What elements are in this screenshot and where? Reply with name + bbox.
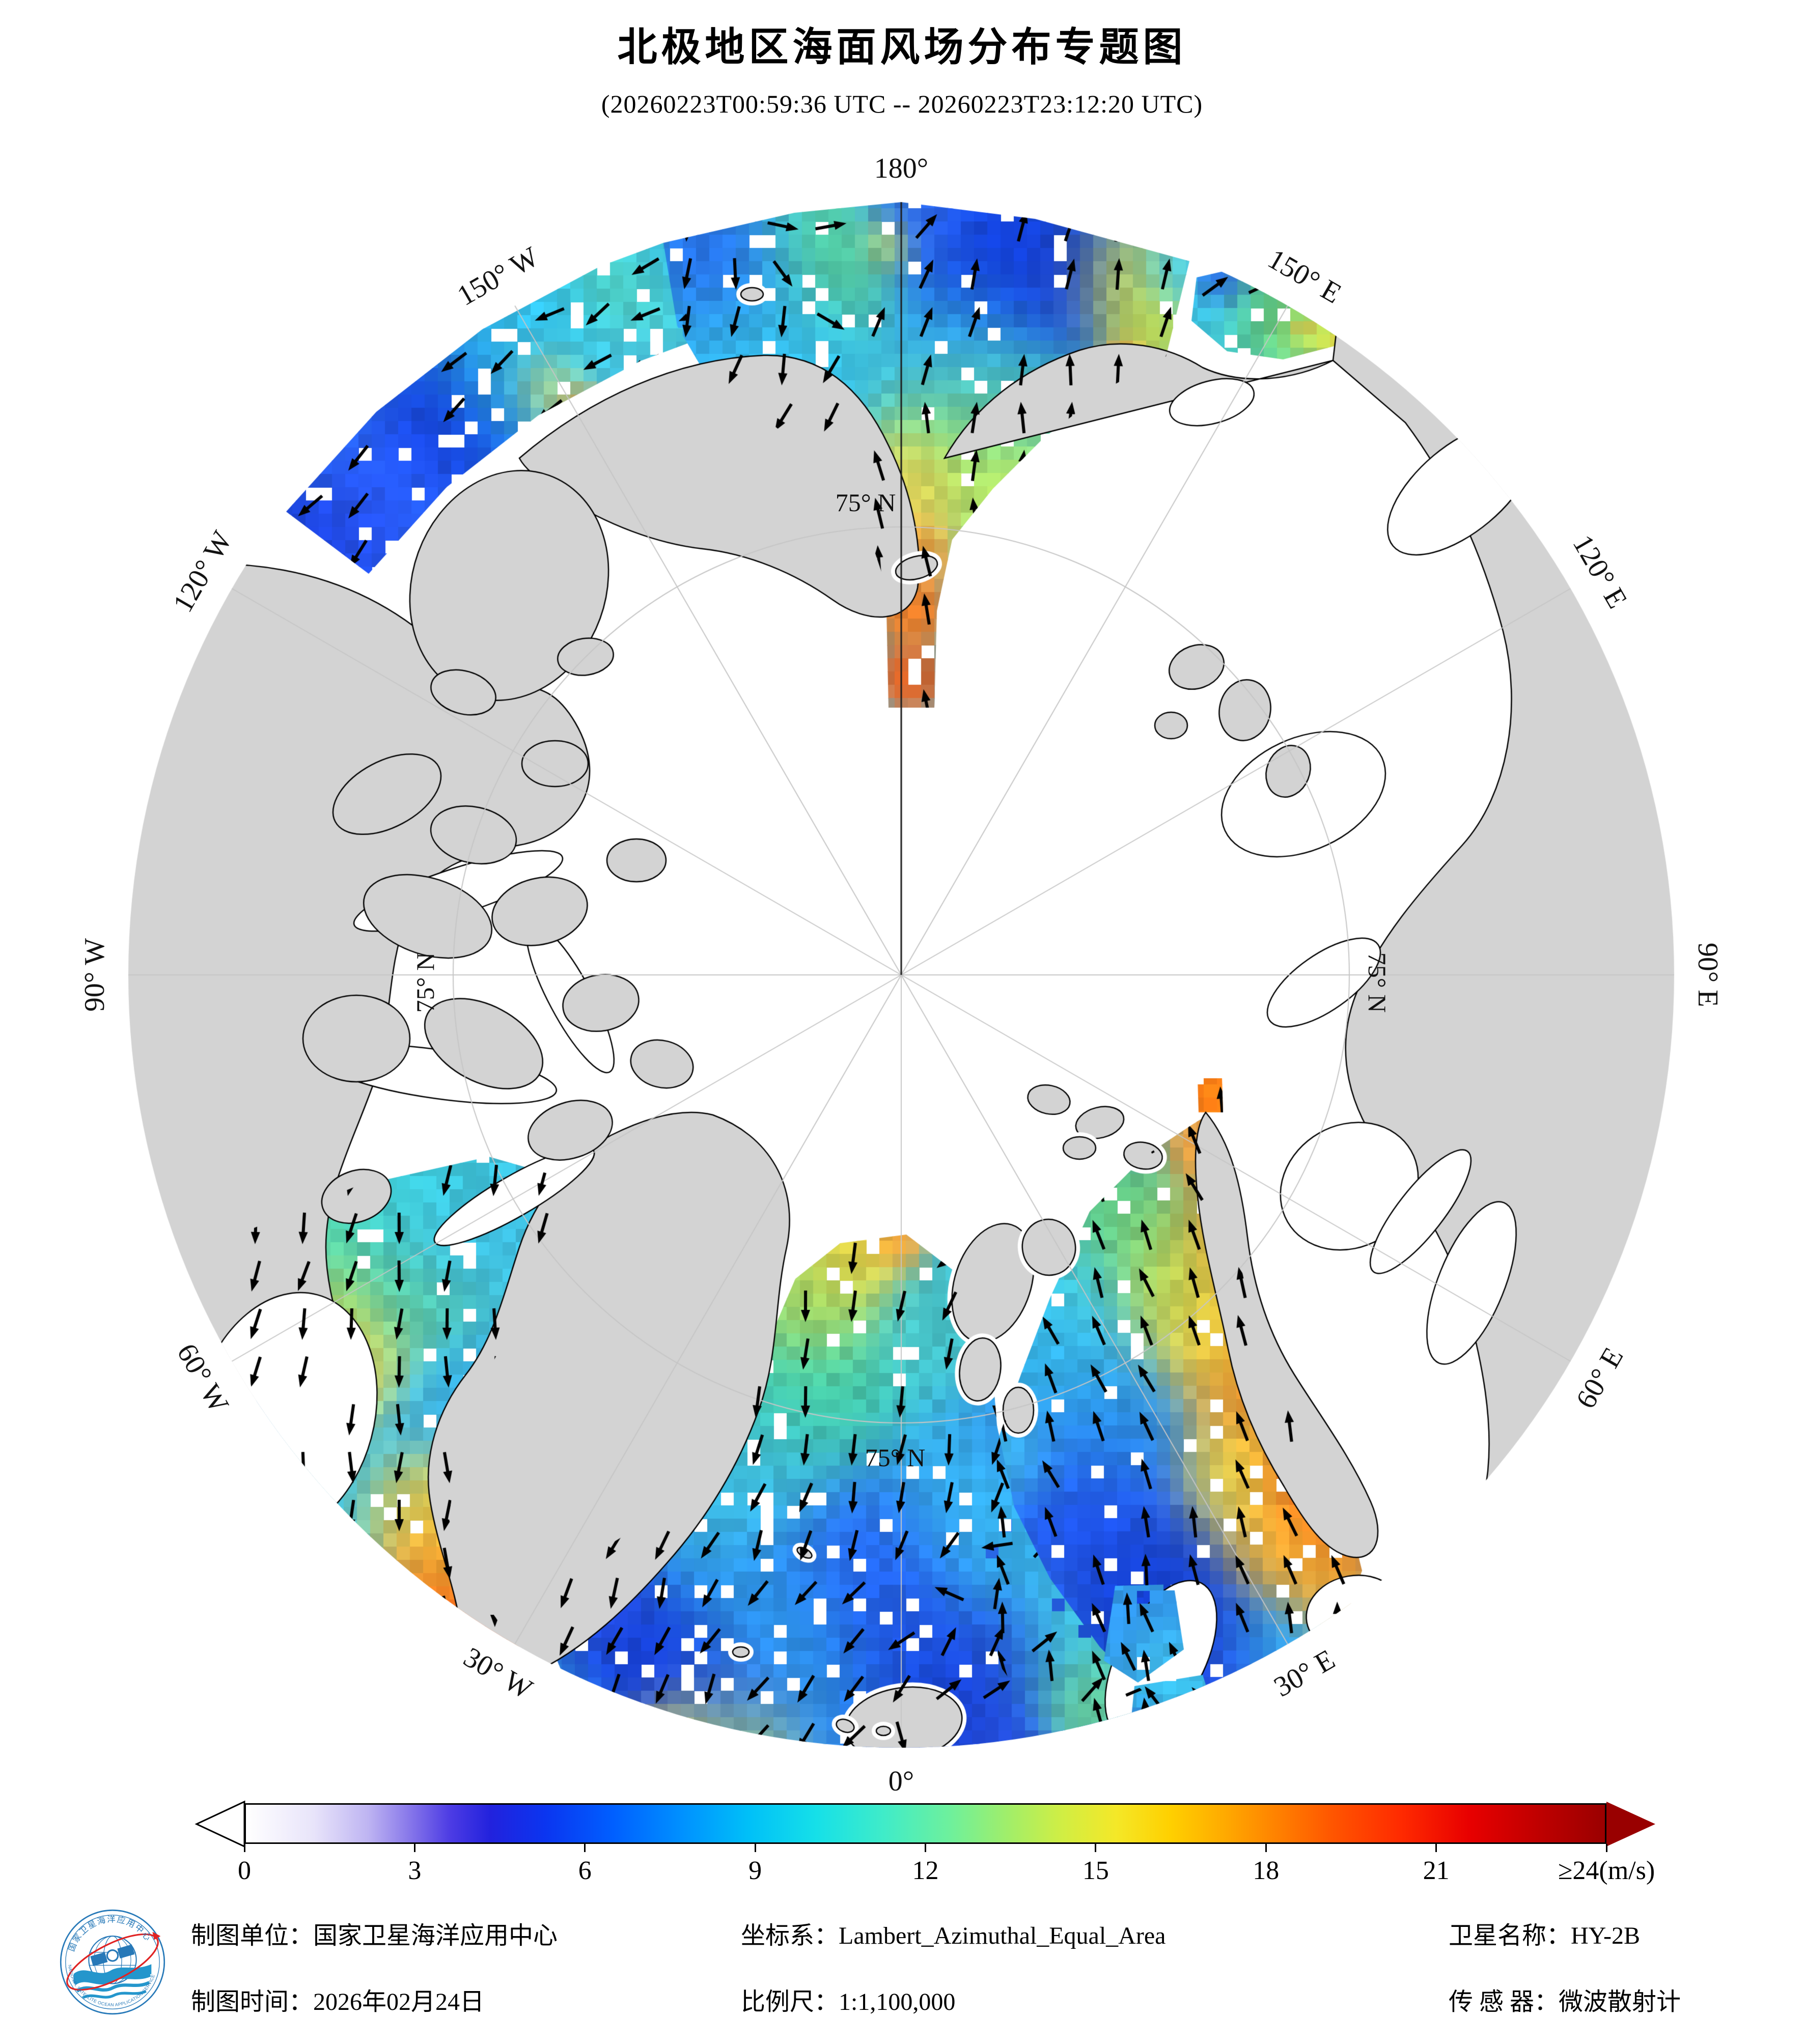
meridian-label-90: 90° E: [1692, 942, 1724, 1007]
colorbar-tickmark: [413, 1844, 415, 1852]
footer-scale: 比例尺：1:1,100,000: [741, 1989, 956, 2015]
latitude-label-top: 75° N: [835, 488, 896, 517]
logo-inner-ring: [65, 1915, 160, 2009]
colorbar-tickmark: [1095, 1844, 1097, 1852]
colorbar-tickmark: [925, 1844, 926, 1852]
logo-orbit-icon: [66, 1933, 159, 1991]
footer-coordinate-system: 坐标系：Lambert_Azimuthal_Equal_Area: [741, 1922, 1166, 1949]
colorbar-left-arrow-icon: [195, 1800, 245, 1848]
colorbar-gradient: [244, 1803, 1606, 1844]
colorbar-tick-label-7: 21: [1423, 1856, 1450, 1885]
colorbar-tick-label-8: ≥24(m/s): [1558, 1856, 1655, 1885]
latitude-label-right: 75° N: [1363, 952, 1392, 1013]
colorbar-tick-label-6: 18: [1253, 1856, 1280, 1885]
colorbar-right-arrow-icon: [1606, 1802, 1655, 1846]
colorbar-tickmark: [243, 1844, 245, 1852]
footer-satellite-name: 卫星名称：HY-2B: [1449, 1922, 1641, 1949]
colorbar-tick-label-4: 12: [912, 1856, 939, 1885]
colorbar-tickmark: [1435, 1844, 1437, 1852]
meridian-label-270: 90° W: [79, 938, 110, 1012]
colorbar-tick-label-5: 15: [1082, 1856, 1109, 1885]
colorbar-tick-label-3: 9: [748, 1856, 762, 1885]
footer-mapping-unit: 制图单位：国家卫星海洋应用中心: [191, 1922, 558, 1949]
footer-mapping-time: 制图时间：2026年02月24日: [191, 1989, 485, 2015]
colorbar-tick-label-2: 6: [578, 1856, 592, 1885]
nsoas-logo: 国家卫星海洋应用中心 NATIONAL SATELLITE OCEAN APPL…: [60, 1909, 165, 2015]
meridian-label-180: 0°: [888, 1766, 914, 1797]
logo-orbit-arrowhead-icon: [152, 1931, 161, 1940]
logo-waves-icon: [73, 1964, 152, 2000]
latitude-label-left: 75° N: [411, 952, 439, 1013]
meridian-label-0: 180°: [874, 153, 929, 184]
colorbar-tickmark: [1265, 1844, 1267, 1852]
colorbar-tickmark: [754, 1844, 756, 1852]
colorbar-tickmark: [584, 1844, 586, 1852]
logo-outer-ring: [60, 1909, 165, 2015]
footer-sensor: 传 感 器：微波散射计: [1449, 1989, 1681, 2015]
colorbar-tick-label-1: 3: [408, 1856, 422, 1885]
colorbar-tick-label-0: 0: [238, 1856, 251, 1885]
latitude-label-bottom: 75° N: [865, 1443, 926, 1472]
logo-satellite-icon: [90, 1944, 135, 1967]
colorbar-tickmark: [1605, 1844, 1607, 1852]
